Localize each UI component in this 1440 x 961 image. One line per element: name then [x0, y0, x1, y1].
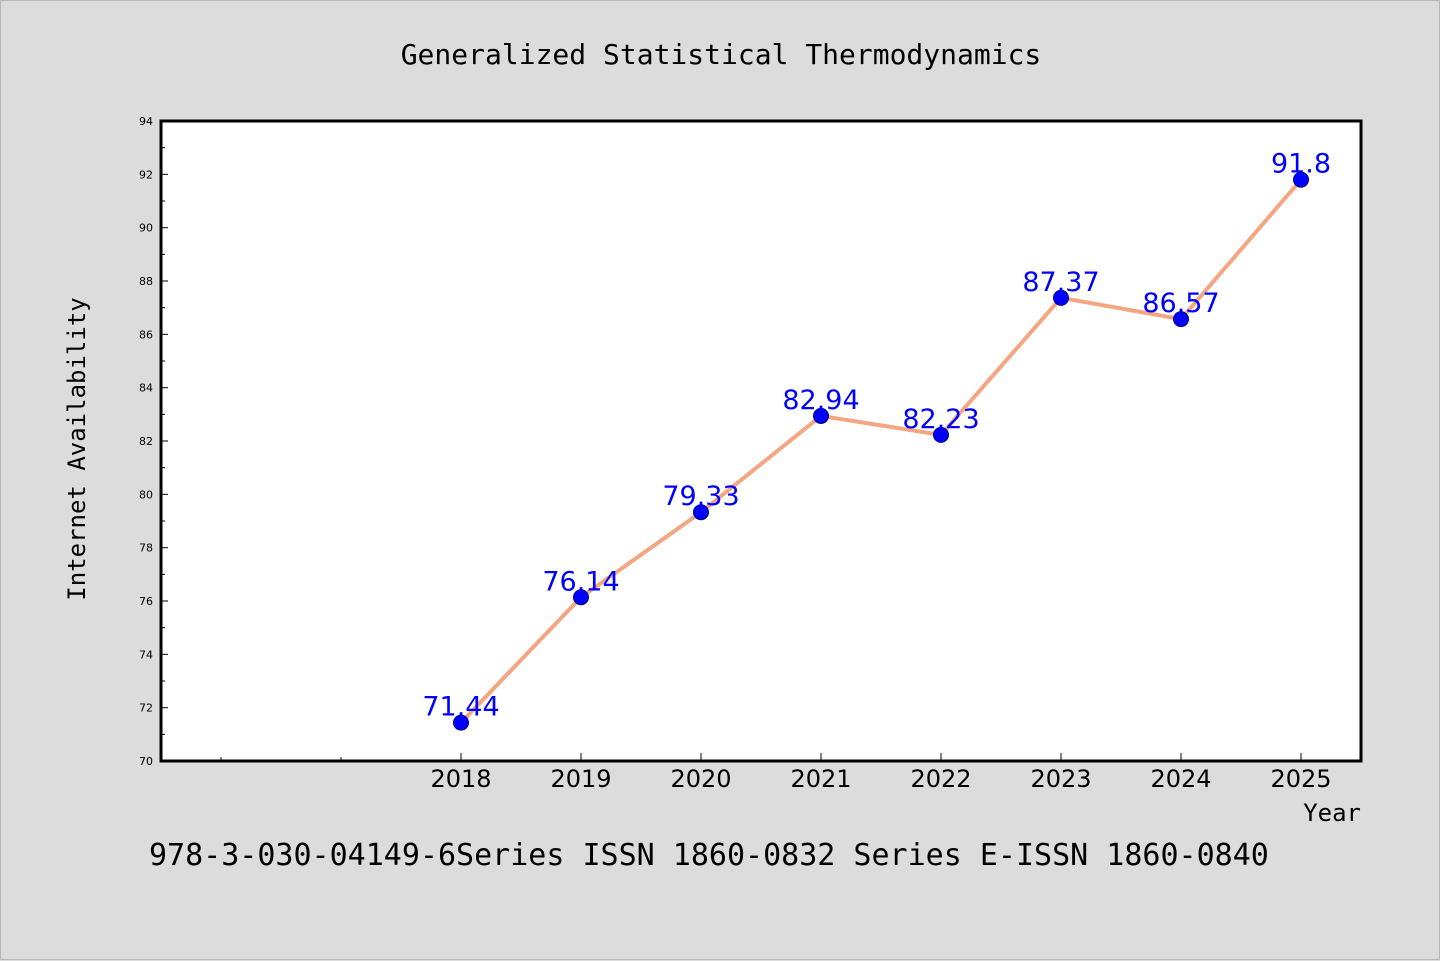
data-label: 71.44 — [422, 692, 499, 723]
y-tick-label: 84 — [139, 382, 153, 395]
data-point — [1293, 171, 1309, 188]
x-tick-label: 2021 — [790, 765, 851, 793]
data-point — [1173, 311, 1189, 328]
y-tick-label: 82 — [139, 435, 153, 448]
footer-text: 978-3-030-04149-6Series ISSN 1860-0832 S… — [149, 838, 1269, 873]
y-tick-label: 72 — [139, 702, 153, 715]
data-label: 76.14 — [542, 566, 619, 597]
y-tick-label: 88 — [139, 275, 153, 288]
y-tick-label: 76 — [139, 595, 153, 608]
x-axis: 2018 2019 2020 2021 2022 2023 2024 2025 — [220, 753, 1332, 793]
data-label: 82.94 — [782, 385, 859, 416]
data-point — [453, 714, 469, 731]
series-line — [459, 178, 1303, 724]
data-point — [693, 504, 709, 521]
y-tick-label: 90 — [139, 222, 153, 235]
y-tick-label: 92 — [139, 168, 153, 181]
data-label: 79.33 — [662, 481, 739, 512]
x-tick-label: 2023 — [1030, 765, 1091, 793]
chart-title: Generalized Statistical Thermodynamics — [401, 38, 1042, 71]
y-tick-label: 80 — [139, 488, 153, 501]
y-axis: 70 72 74 76 78 80 82 84 86 88 90 92 94 — [139, 115, 168, 768]
data-label: 82.23 — [902, 404, 979, 435]
x-axis-label: Year — [1303, 799, 1361, 827]
x-tick-label: 2022 — [910, 765, 971, 793]
x-tick-label: 2019 — [550, 765, 611, 793]
x-tick-label: 2018 — [430, 765, 491, 793]
x-tick-label: 2024 — [1150, 765, 1211, 793]
data-label: 91.8 — [1271, 149, 1331, 180]
y-tick-label: 86 — [139, 328, 153, 341]
y-tick-label: 78 — [139, 542, 153, 555]
series-layer: 71.44 76.14 79.33 82.94 82.23 87.37 86.57 91.8 — [422, 149, 1331, 731]
x-tick-label: 2020 — [670, 765, 731, 793]
data-point — [933, 426, 949, 443]
data-point — [1053, 289, 1069, 306]
data-point — [573, 589, 589, 606]
y-tick-label: 94 — [139, 115, 153, 128]
data-label: 87.37 — [1022, 267, 1099, 298]
y-tick-label: 74 — [139, 648, 153, 661]
x-tick-label: 2025 — [1270, 765, 1331, 793]
data-label: 86.57 — [1142, 288, 1219, 319]
plot-area — [159, 119, 1363, 763]
y-axis-label: Internet Availability — [63, 297, 91, 600]
y-tick-label: 70 — [139, 755, 153, 768]
data-point — [813, 407, 829, 424]
